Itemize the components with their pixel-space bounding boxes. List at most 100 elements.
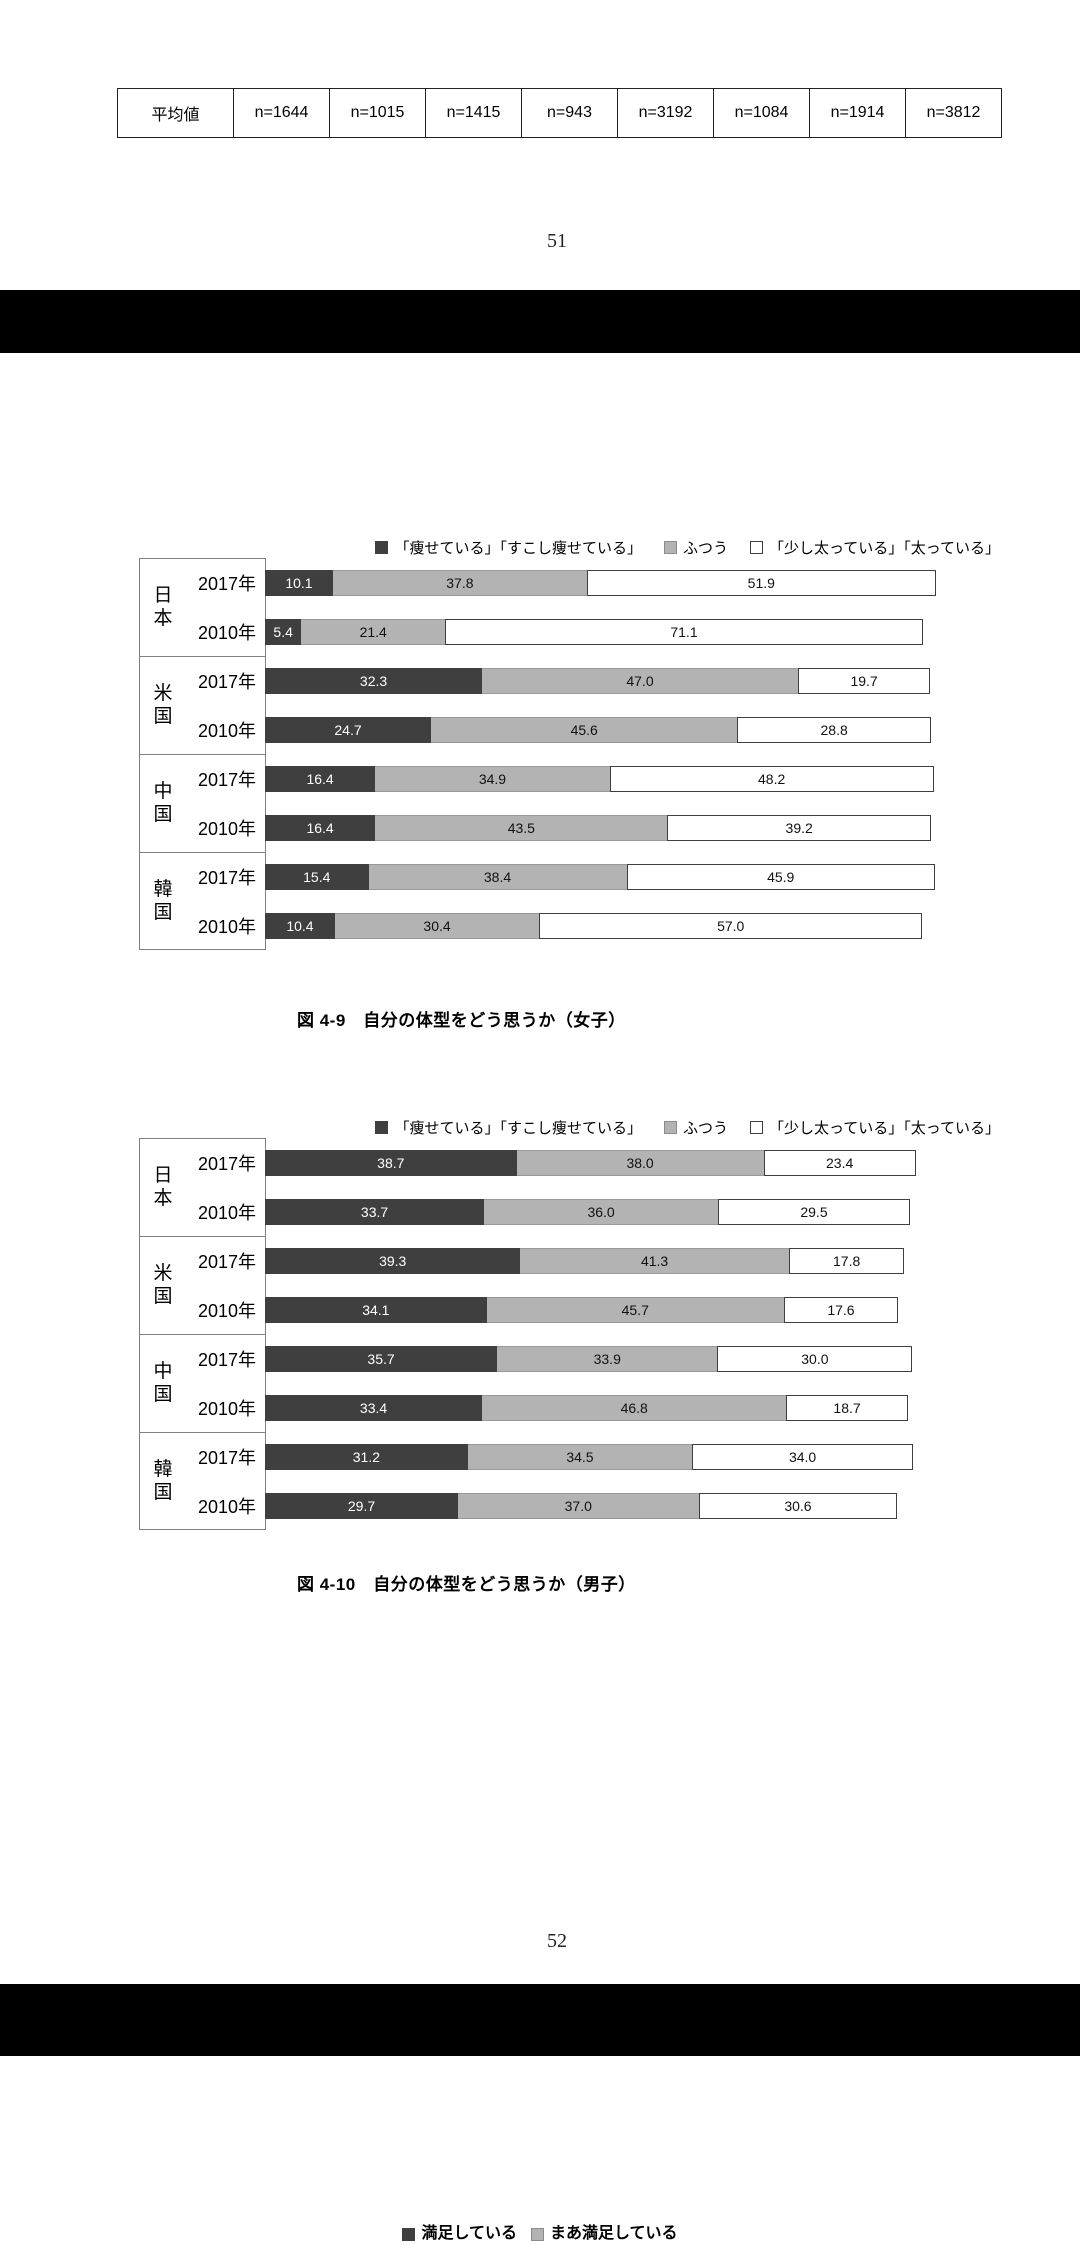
legend-item-normal: ふつう xyxy=(663,537,728,558)
group-rows: 2017年 16.4 34.9 48.2 2010年 16.4 43.5 39.2 xyxy=(186,754,1000,852)
page-number-51: 51 xyxy=(547,230,567,252)
bar-segment: 34.5 xyxy=(467,1443,693,1470)
legend-item-thin: 「痩せている」「すこし痩せている」 xyxy=(375,1117,642,1138)
bar-segment: 37.0 xyxy=(458,1492,699,1519)
bar-segment: 38.4 xyxy=(368,863,627,890)
bar-segment: 10.1 xyxy=(265,569,333,596)
page-separator-bottom xyxy=(0,1984,1080,2056)
group-rows: 2017年 15.4 38.4 45.9 2010年 10.4 30.4 57.0 xyxy=(186,852,1000,950)
stacked-bar: 15.4 38.4 45.9 xyxy=(265,863,935,890)
bar-segment: 29.5 xyxy=(718,1198,910,1225)
year-label: 2010年 xyxy=(197,1398,256,1419)
table-cell: n=1415 xyxy=(426,89,522,138)
bar-segment: 37.8 xyxy=(332,569,587,596)
bar-segment: 33.7 xyxy=(265,1198,485,1225)
bar-row: 2010年 33.4 46.8 18.7 xyxy=(186,1383,1000,1432)
year-label: 2010年 xyxy=(197,1300,256,1321)
plot-area: 日本 2017年 10.1 37.8 51.9 2010年 5.4 21.4 71.1 米国 201… xyxy=(139,558,1000,950)
bar-segment: 47.0 xyxy=(482,667,798,694)
bar-row: 2017年 15.4 38.4 45.9 xyxy=(186,852,1000,901)
year-label: 2017年 xyxy=(197,769,256,790)
country-label-text: 韓国 xyxy=(153,1459,173,1503)
country-label-text: 日本 xyxy=(153,585,173,629)
stacked-bar: 33.4 46.8 18.7 xyxy=(265,1394,908,1421)
legend-swatch-white-icon xyxy=(749,540,763,554)
legend-swatch-gray-icon xyxy=(531,2227,544,2241)
year-label: 2017年 xyxy=(197,1153,256,1174)
group-rows: 2017年 10.1 37.8 51.9 2010年 5.4 21.4 71.1 xyxy=(186,558,1000,656)
bar-row: 2010年 10.4 30.4 57.0 xyxy=(186,901,1000,950)
bar-segment: 16.4 xyxy=(265,765,376,792)
year-label: 2017年 xyxy=(197,573,256,594)
bar-segment: 24.7 xyxy=(265,716,431,743)
figure-4-10-caption: 図 4-10 自分の体型をどう思うか（男子） xyxy=(297,1575,636,1594)
bar-row: 2010年 34.1 45.7 17.6 xyxy=(186,1285,1000,1334)
stacked-bar: 29.7 37.0 30.6 xyxy=(265,1492,898,1519)
country-label: 日本 xyxy=(140,1138,186,1236)
figure-4-9-chart: 「痩せている」「すこし痩せている」 ふつう 「少し太っている」「太っている」 日… xyxy=(139,536,1000,950)
legend-item-fat: 「少し太っている」「太っている」 xyxy=(749,1117,1000,1138)
bar-segment: 30.0 xyxy=(717,1345,913,1372)
stacked-bar: 10.4 30.4 57.0 xyxy=(265,912,923,939)
country-label-text: 米国 xyxy=(153,1263,173,1307)
legend-label-somewhat-satisfied: まあ満足している xyxy=(550,2225,678,2242)
bar-segment: 17.6 xyxy=(783,1296,899,1323)
bar-segment: 28.8 xyxy=(737,716,931,743)
country-group: 米国 2017年 39.3 41.3 17.8 2010年 34.1 45.7 17.6 xyxy=(139,1236,1000,1334)
year-label: 2017年 xyxy=(197,671,256,692)
bar-segment: 34.9 xyxy=(375,765,610,792)
bar-segment: 45.6 xyxy=(431,716,738,743)
country-label-text: 中国 xyxy=(153,781,173,825)
year-label: 2010年 xyxy=(197,622,256,643)
country-label: 米国 xyxy=(140,656,186,754)
table-cell: n=3192 xyxy=(618,89,714,138)
bar-segment: 43.5 xyxy=(375,814,668,841)
bar-row: 2010年 33.7 36.0 29.5 xyxy=(186,1187,1000,1236)
stacked-bar: 35.7 33.9 30.0 xyxy=(265,1345,913,1372)
chart-legend: 「痩せている」「すこし痩せている」 ふつう 「少し太っている」「太っている」 xyxy=(139,536,1000,558)
bar-segment: 39.2 xyxy=(667,814,931,841)
year-label: 2010年 xyxy=(197,720,256,741)
bar-segment: 38.0 xyxy=(516,1149,764,1176)
country-group: 韓国 2017年 31.2 34.5 34.0 2010年 29.7 37.0 30.6 xyxy=(139,1432,1000,1530)
year-label: 2010年 xyxy=(197,1496,256,1517)
table-cell: n=1914 xyxy=(810,89,906,138)
year-label: 2010年 xyxy=(197,818,256,839)
chart-legend: 「痩せている」「すこし痩せている」 ふつう 「少し太っている」「太っている」 xyxy=(139,1116,1000,1138)
country-group: 日本 2017年 38.7 38.0 23.4 2010年 33.7 36.0 29.5 xyxy=(139,1138,1000,1236)
country-group: 日本 2017年 10.1 37.8 51.9 2010年 5.4 21.4 71.1 xyxy=(139,558,1000,656)
legend-swatch-white-icon xyxy=(749,1120,763,1134)
bar-segment: 32.3 xyxy=(265,667,483,694)
year-label: 2017年 xyxy=(197,1349,256,1370)
legend-swatch-dark-icon xyxy=(375,540,389,554)
legend-item-somewhat-satisfied: まあ満足している xyxy=(531,2224,678,2244)
bar-segment: 15.4 xyxy=(265,863,369,890)
bar-segment: 34.1 xyxy=(265,1296,487,1323)
bar-row: 2017年 38.7 38.0 23.4 xyxy=(186,1138,1000,1187)
bar-segment: 5.4 xyxy=(265,618,302,645)
stacked-bar: 38.7 38.0 23.4 xyxy=(265,1149,916,1176)
bar-segment: 38.7 xyxy=(265,1149,517,1176)
legend-label-normal: ふつう xyxy=(682,1119,728,1137)
legend-item-satisfied: 満足している xyxy=(402,2224,517,2244)
group-rows: 2017年 31.2 34.5 34.0 2010年 29.7 37.0 30.6 xyxy=(186,1432,1000,1530)
bar-segment: 17.8 xyxy=(788,1247,905,1274)
stacked-bar: 24.7 45.6 28.8 xyxy=(265,716,931,743)
country-group: 米国 2017年 32.3 47.0 19.7 2010年 24.7 45.6 28.8 xyxy=(139,656,1000,754)
country-group: 中国 2017年 35.7 33.9 30.0 2010年 33.4 46.8 18.7 xyxy=(139,1334,1000,1432)
stacked-bar: 5.4 21.4 71.1 xyxy=(265,618,923,645)
legend-item-thin: 「痩せている」「すこし痩せている」 xyxy=(375,537,642,558)
stacked-bar: 34.1 45.7 17.6 xyxy=(265,1296,899,1323)
bar-row: 2010年 24.7 45.6 28.8 xyxy=(186,705,1000,754)
group-rows: 2017年 32.3 47.0 19.7 2010年 24.7 45.6 28.8 xyxy=(186,656,1000,754)
bar-segment: 16.4 xyxy=(265,814,376,841)
stacked-bar: 16.4 34.9 48.2 xyxy=(265,765,934,792)
country-label-text: 韓国 xyxy=(153,879,173,923)
bar-segment: 23.4 xyxy=(763,1149,916,1176)
country-label: 中国 xyxy=(140,754,186,852)
legend-label-normal: ふつう xyxy=(682,539,728,557)
bar-segment: 33.9 xyxy=(497,1345,718,1372)
legend-label-fat: 「少し太っている」「太っている」 xyxy=(768,1119,1000,1137)
bar-segment: 34.0 xyxy=(692,1443,914,1470)
bar-row: 2010年 16.4 43.5 39.2 xyxy=(186,803,1000,852)
